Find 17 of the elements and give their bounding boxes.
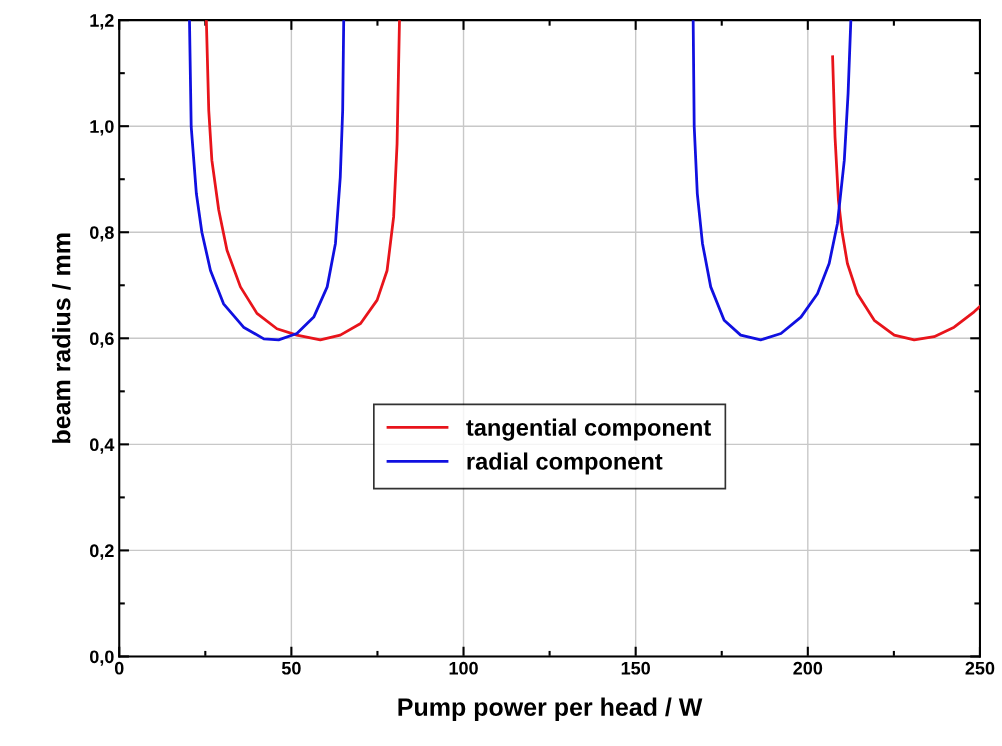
- y-tick-label: 0,6: [89, 332, 114, 348]
- y-tick-label: 1,0: [90, 120, 114, 136]
- x-tick-label: 150: [621, 661, 650, 675]
- y-tick-label: 1,2: [90, 14, 114, 30]
- y-axis-title: beam radius / mm: [52, 233, 71, 443]
- legend-label: tangential component: [466, 418, 711, 441]
- x-tick-label: 0: [114, 661, 124, 675]
- x-axis-title: Pump power per head / W: [398, 697, 703, 721]
- x-tick-label: 250: [965, 661, 995, 675]
- x-tick-label: 50: [281, 661, 301, 675]
- x-tick-label: 100: [449, 661, 478, 675]
- legend-label: radial component: [467, 452, 663, 475]
- y-tick-label: 0,2: [89, 544, 114, 560]
- y-tick-label: 0,0: [89, 650, 114, 666]
- x-tick-label: 200: [793, 661, 823, 675]
- y-tick-label: 0,4: [89, 438, 115, 454]
- y-tick-label: 0,8: [89, 226, 114, 242]
